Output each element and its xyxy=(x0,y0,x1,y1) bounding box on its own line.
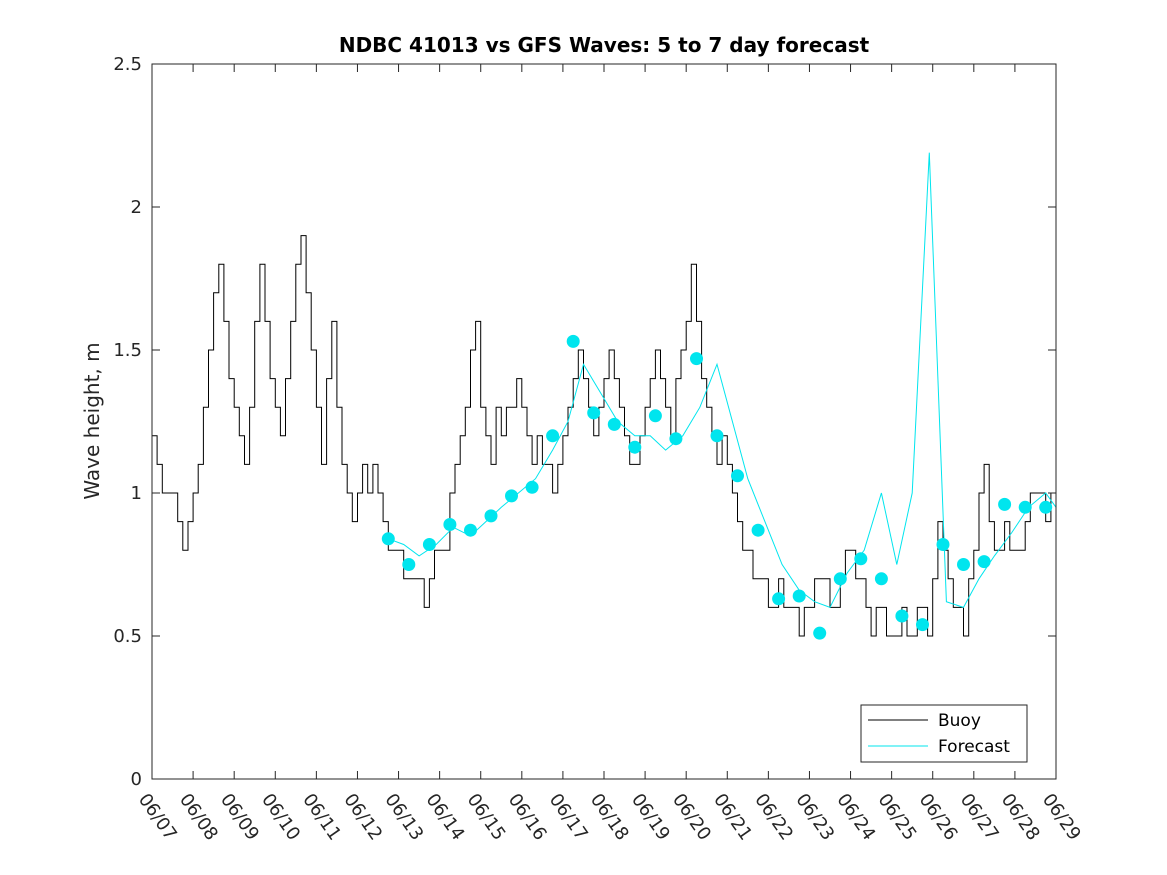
y-tick-label: 1.5 xyxy=(113,340,142,361)
legend-buoy-label: Buoy xyxy=(938,711,981,731)
forecast-point xyxy=(402,558,416,571)
y-tick-label: 0 xyxy=(131,769,142,790)
forecast-point xyxy=(936,538,950,551)
y-tick-label: 1 xyxy=(131,483,142,504)
forecast-point xyxy=(751,523,765,537)
forecast-point xyxy=(587,406,601,420)
forecast-point xyxy=(690,352,703,366)
legend: Buoy Forecast xyxy=(860,704,1028,763)
y-axis-label: Wave height, m xyxy=(80,342,104,499)
forecast-point xyxy=(422,538,436,551)
chart-title: NDBC 41013 vs GFS Waves: 5 to 7 day fore… xyxy=(339,33,870,57)
forecast-point xyxy=(813,626,827,640)
forecast-point xyxy=(505,489,518,503)
forecast-point xyxy=(628,440,642,454)
forecast-point xyxy=(895,609,909,623)
forecast-point xyxy=(998,497,1012,511)
legend-box xyxy=(860,704,1028,763)
forecast-point xyxy=(1039,500,1053,514)
legend-forecast-label: Forecast xyxy=(938,737,1010,757)
forecast-point xyxy=(731,469,744,483)
plot-area xyxy=(152,64,1056,779)
forecast-point xyxy=(854,552,868,566)
forecast-point xyxy=(381,532,395,546)
forecast-point xyxy=(566,334,580,348)
forecast-point xyxy=(977,555,991,569)
forecast-point xyxy=(546,429,560,443)
forecast-point xyxy=(957,558,970,571)
forecast-point xyxy=(1018,500,1032,514)
forecast-point xyxy=(669,432,683,446)
forecast-point xyxy=(874,572,888,586)
forecast-point xyxy=(484,509,498,523)
forecast-point xyxy=(443,518,457,531)
forecast-point xyxy=(464,523,477,537)
y-tick-label: 2.5 xyxy=(113,54,142,75)
y-tick-label: 0.5 xyxy=(113,626,142,647)
forecast-point xyxy=(525,480,539,494)
y-tick-label: 2 xyxy=(131,197,142,218)
forecast-point xyxy=(772,592,786,606)
forecast-point xyxy=(607,417,621,431)
forecast-series-line xyxy=(388,152,1057,609)
forecast-point xyxy=(792,589,806,603)
series-layer xyxy=(152,152,1057,640)
forecast-point xyxy=(916,618,929,632)
buoy-series-line xyxy=(152,235,1056,637)
forecast-point xyxy=(833,572,847,586)
forecast-point xyxy=(648,409,662,423)
forecast-point xyxy=(710,429,724,443)
